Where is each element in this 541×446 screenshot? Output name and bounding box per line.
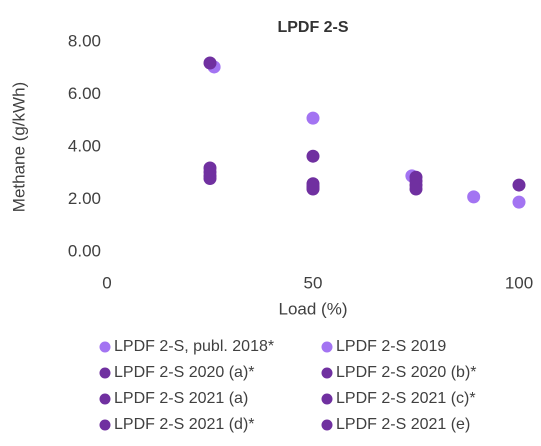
point [512, 178, 526, 192]
legend-marker [99, 367, 111, 379]
legend-marker [99, 419, 111, 431]
y-tick-label: 8.00 [68, 31, 101, 50]
legend-label: LPDF 2-S 2021 (a) [114, 390, 248, 407]
point [409, 182, 423, 196]
chart-title: LPDF 2-S [277, 19, 348, 36]
legend-label: LPDF 2-S 2020 (b)* [336, 364, 477, 381]
legend-marker [321, 393, 333, 405]
x-tick-label: 50 [304, 273, 323, 292]
point [306, 111, 320, 125]
legend-label: LPDF 2-S 2020 (a)* [114, 364, 255, 381]
legend-label: LPDF 2-S 2021 (d)* [114, 416, 255, 433]
y-tick-label: 0.00 [68, 241, 101, 260]
legend-label: LPDF 2-S 2021 (e) [336, 416, 470, 433]
y-axis-label: Methane (g/kWh) [9, 82, 28, 212]
point [203, 56, 217, 70]
legend-marker [321, 419, 333, 431]
point [467, 190, 481, 204]
point [203, 172, 217, 185]
y-tick-label: 6.00 [68, 84, 101, 103]
point [512, 195, 526, 209]
y-tick-label: 4.00 [68, 136, 101, 155]
legend-marker [321, 367, 333, 379]
legend-marker [99, 341, 111, 353]
legend-marker [99, 393, 111, 405]
y-tick-label: 2.00 [68, 189, 101, 208]
x-tick-label: 0 [102, 273, 111, 292]
point [306, 181, 320, 195]
legend-label: LPDF 2-S 2019 [336, 338, 446, 355]
x-axis-label: Load (%) [279, 299, 348, 318]
x-tick-label: 100 [505, 273, 533, 292]
legend-label: LPDF 2-S 2021 (c)* [336, 390, 476, 407]
legend-marker [321, 341, 333, 353]
legend-label: LPDF 2-S, publ. 2018* [114, 338, 274, 355]
point [306, 149, 320, 163]
